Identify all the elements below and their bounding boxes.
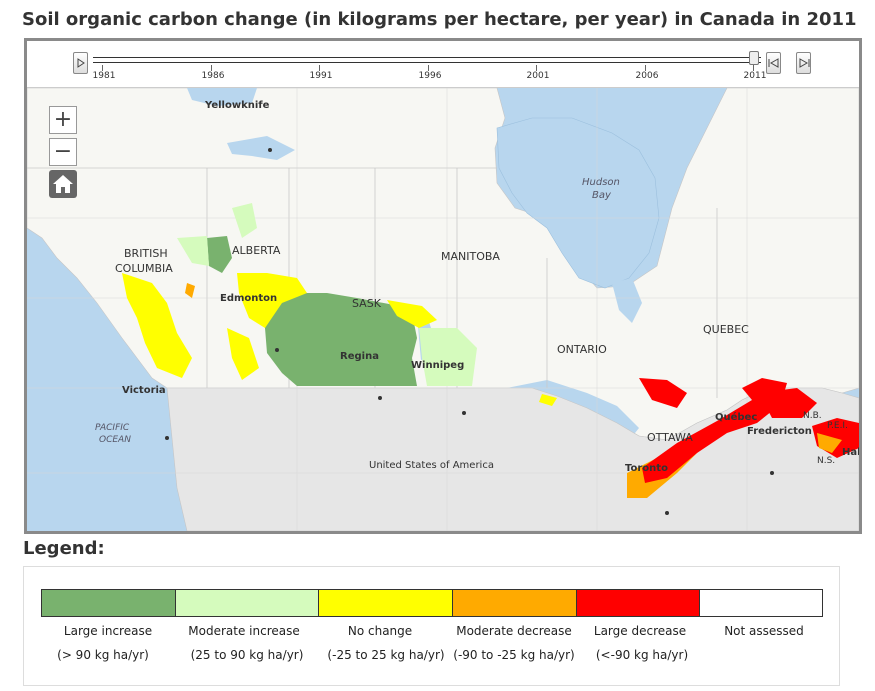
slider-thumb[interactable] [749,51,759,65]
tick-mark [319,65,320,71]
city-markers [165,148,774,515]
label-hudson-bay-2: Bay [592,190,612,201]
label-quebec: QUEBEC [703,323,749,336]
tick-mark [536,65,537,71]
label-pei: P.E.I. [827,421,848,431]
legend-range-large-decrease: (<-90 kg ha/yr) [595,648,689,662]
label-alberta: ALBERTA [232,244,281,257]
swatch-no-change [319,590,453,616]
previous-button[interactable] [766,52,781,74]
tick-mark [211,65,212,71]
label-hudson-bay: Hudson [582,177,620,188]
label-regina: Regina [340,351,379,362]
great-bear-lake [187,88,257,106]
region-large-decrease [759,388,817,418]
region-large-increase [207,236,232,273]
legend-label-not-assessed: Not assessed [724,624,804,638]
legend-range-large-increase: (> 90 kg ha/yr) [57,648,149,662]
tick-label-1996: 1996 [418,71,442,81]
swatch-moderate-increase [176,590,319,616]
legend-range-moderate-increase: (25 to 90 kg ha/yr) [190,648,304,662]
legend-label-large-decrease: Large decrease [593,624,687,638]
label-victoria: Victoria [122,385,166,396]
tick-label-2011: 2011 [743,71,767,81]
zoom-out-button[interactable]: − [49,138,77,166]
legend-label-moderate-increase: Moderate increase [188,624,300,638]
label-fredericton: Fredericton [747,426,812,437]
label-ottawa: OTTAWA [647,431,693,444]
map-canvas[interactable]: Yellowknife Hudson Bay BRITISH COLUMBIA … [27,88,859,531]
region-no-change [227,328,259,380]
map-label-group: Yellowknife Hudson Bay BRITISH COLUMBIA … [95,100,859,474]
label-sask: SASK [352,297,382,310]
region-large-decrease [642,388,782,483]
step-back-icon [768,58,778,68]
page-title: Soil organic carbon change (in kilograms… [22,9,857,30]
usa-landmass [166,387,859,531]
swatch-large-increase [42,590,176,616]
legend-label-large-increase: Large increase [63,624,153,638]
label-halifax: Hali [842,447,859,458]
tick-label-1986: 1986 [201,71,225,81]
region-moderate-increase [232,203,257,238]
tick-label-1981: 1981 [92,71,116,81]
region-large-increase [265,293,417,386]
region-no-change [387,300,437,328]
label-quebec-city: Québec [715,411,757,423]
label-ocean: OCEAN [99,435,131,445]
tick-label-2001: 2001 [526,71,550,81]
slider-track[interactable] [93,57,761,63]
region-moderate-increase [419,328,477,386]
region-moderate-decrease [817,433,842,453]
label-toronto: Toronto [625,463,668,474]
great-slave-lake [227,136,295,160]
tick-label-1991: 1991 [309,71,333,81]
legend-range-no-change: (-25 to 25 kg ha/yr) [327,648,445,662]
legend-range-moderate-decrease: (-90 to -25 kg ha/yr) [453,648,575,662]
label-yellowknife: Yellowknife [204,100,270,111]
label-pacific: PACIFIC [95,423,130,433]
graticule [27,88,859,531]
label-usa: United States of America [369,460,494,471]
swatch-large-decrease [577,590,700,616]
region-moderate-decrease [185,283,195,298]
label-edmonton: Edmonton [220,293,277,304]
home-icon [53,175,73,193]
swatch-not-assessed [700,590,822,616]
legend-title: Legend: [23,538,105,559]
next-button[interactable] [796,52,811,74]
hudson-bay [496,117,660,289]
step-forward-icon [799,58,809,68]
james-bay [612,278,642,323]
time-slider: 1981 1986 1991 1996 2001 2006 2011 [27,41,859,88]
region-moderate-increase [177,236,209,266]
zoom-in-button[interactable]: + [49,106,77,134]
label-winnipeg: Winnipeg [411,360,464,371]
label-nb: N.B. [803,411,822,421]
legend: Large increase Moderate increase No chan… [23,566,840,686]
label-manitoba: MANITOBA [441,250,500,263]
play-button[interactable] [73,52,88,74]
region-large-decrease [639,378,687,408]
label-ns: N.S. [817,456,835,466]
region-no-change [122,273,192,378]
label-british: BRITISH [124,247,168,260]
legend-label-moderate-decrease: Moderate decrease [456,624,572,638]
region-no-change [237,273,307,328]
tick-mark [102,65,103,71]
swatch-moderate-decrease [453,590,577,616]
label-columbia: COLUMBIA [115,262,173,275]
tick-mark [645,65,646,71]
tick-mark [428,65,429,71]
tick-label-2006: 2006 [635,71,659,81]
home-button[interactable] [49,170,77,198]
legend-label-no-change: No change [347,624,413,638]
map-svg: Yellowknife Hudson Bay BRITISH COLUMBIA … [27,88,859,531]
play-icon [77,58,85,68]
region-no-change [539,394,557,406]
legend-swatches [41,589,823,617]
map-viewer: 1981 1986 1991 1996 2001 2006 2011 [24,38,862,534]
tick-mark [753,65,754,71]
label-ontario: ONTARIO [557,343,607,356]
